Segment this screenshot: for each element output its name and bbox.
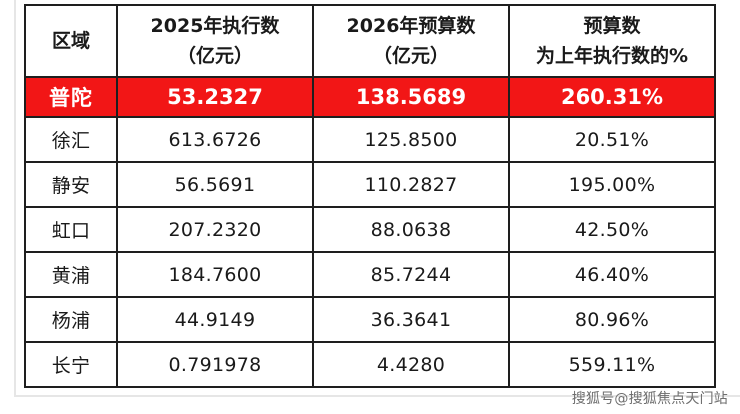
header-budget-2026-line2: （亿元） [372,45,449,67]
table-header-row: 区域 2025年执行数 （亿元） 2026年预算数 （亿元） 预算数 为上年执行… [24,4,716,78]
cell-budget-2026: 110.2827 [312,161,510,208]
cell-exec-2025: 53.2327 [116,76,314,118]
cell-exec-2025: 184.7600 [116,251,314,298]
cell-ratio: 559.11% [508,341,716,388]
cell-budget-2026: 85.7244 [312,251,510,298]
cell-budget-2026: 36.3641 [312,296,510,343]
table-body: 普陀 53.2327 138.5689 260.31% 徐汇 613.6726 125.85… [24,76,716,388]
header-exec-2025-line2: （亿元） [176,45,253,67]
cell-exec-2025: 613.6726 [116,116,314,163]
table-row: 长宁 0.791978 4.4280 559.11% [24,341,716,388]
table-row: 黄浦 184.7600 85.7244 46.40% [24,251,716,298]
cell-ratio: 80.96% [508,296,716,343]
cell-region: 杨浦 [24,296,118,343]
cell-ratio: 46.40% [508,251,716,298]
screenshot-edge-bottom [14,395,740,397]
cell-budget-2026: 4.4280 [312,341,510,388]
cell-region: 虹口 [24,206,118,253]
cell-region: 静安 [24,161,118,208]
cell-exec-2025: 56.5691 [116,161,314,208]
screenshot-edge-left [14,0,16,396]
header-ratio: 预算数 为上年执行数的% [508,4,716,78]
cell-ratio: 42.50% [508,206,716,253]
header-ratio-line1: 预算数 [583,15,641,37]
header-region: 区域 [24,4,118,78]
cell-region: 长宁 [24,341,118,388]
table-row: 徐汇 613.6726 125.8500 20.51% [24,116,716,163]
cell-region: 黄浦 [24,251,118,298]
budget-table: 区域 2025年执行数 （亿元） 2026年预算数 （亿元） 预算数 为上年执行… [24,4,716,388]
header-exec-2025-line1: 2025年执行数 [150,15,280,37]
cell-budget-2026: 138.5689 [312,76,510,118]
header-ratio-line2: 为上年执行数的% [535,45,689,67]
table-row: 虹口 207.2320 88.0638 42.50% [24,206,716,253]
table-row: 杨浦 44.9149 36.3641 80.96% [24,296,716,343]
header-budget-2026-line1: 2026年预算数 [346,15,476,37]
table-row-highlighted: 普陀 53.2327 138.5689 260.31% [24,76,716,118]
cell-exec-2025: 207.2320 [116,206,314,253]
header-region-label: 区域 [51,30,90,52]
cell-ratio: 195.00% [508,161,716,208]
cell-region: 普陀 [24,76,118,118]
header-exec-2025: 2025年执行数 （亿元） [116,4,314,78]
cell-exec-2025: 44.9149 [116,296,314,343]
cell-region: 徐汇 [24,116,118,163]
cell-budget-2026: 125.8500 [312,116,510,163]
header-budget-2026: 2026年预算数 （亿元） [312,4,510,78]
cell-exec-2025: 0.791978 [116,341,314,388]
cell-ratio: 20.51% [508,116,716,163]
table-row: 静安 56.5691 110.2827 195.00% [24,161,716,208]
cell-budget-2026: 88.0638 [312,206,510,253]
watermark: 搜狐号@搜狐焦点天门站 [571,391,728,407]
cell-ratio: 260.31% [508,76,716,118]
